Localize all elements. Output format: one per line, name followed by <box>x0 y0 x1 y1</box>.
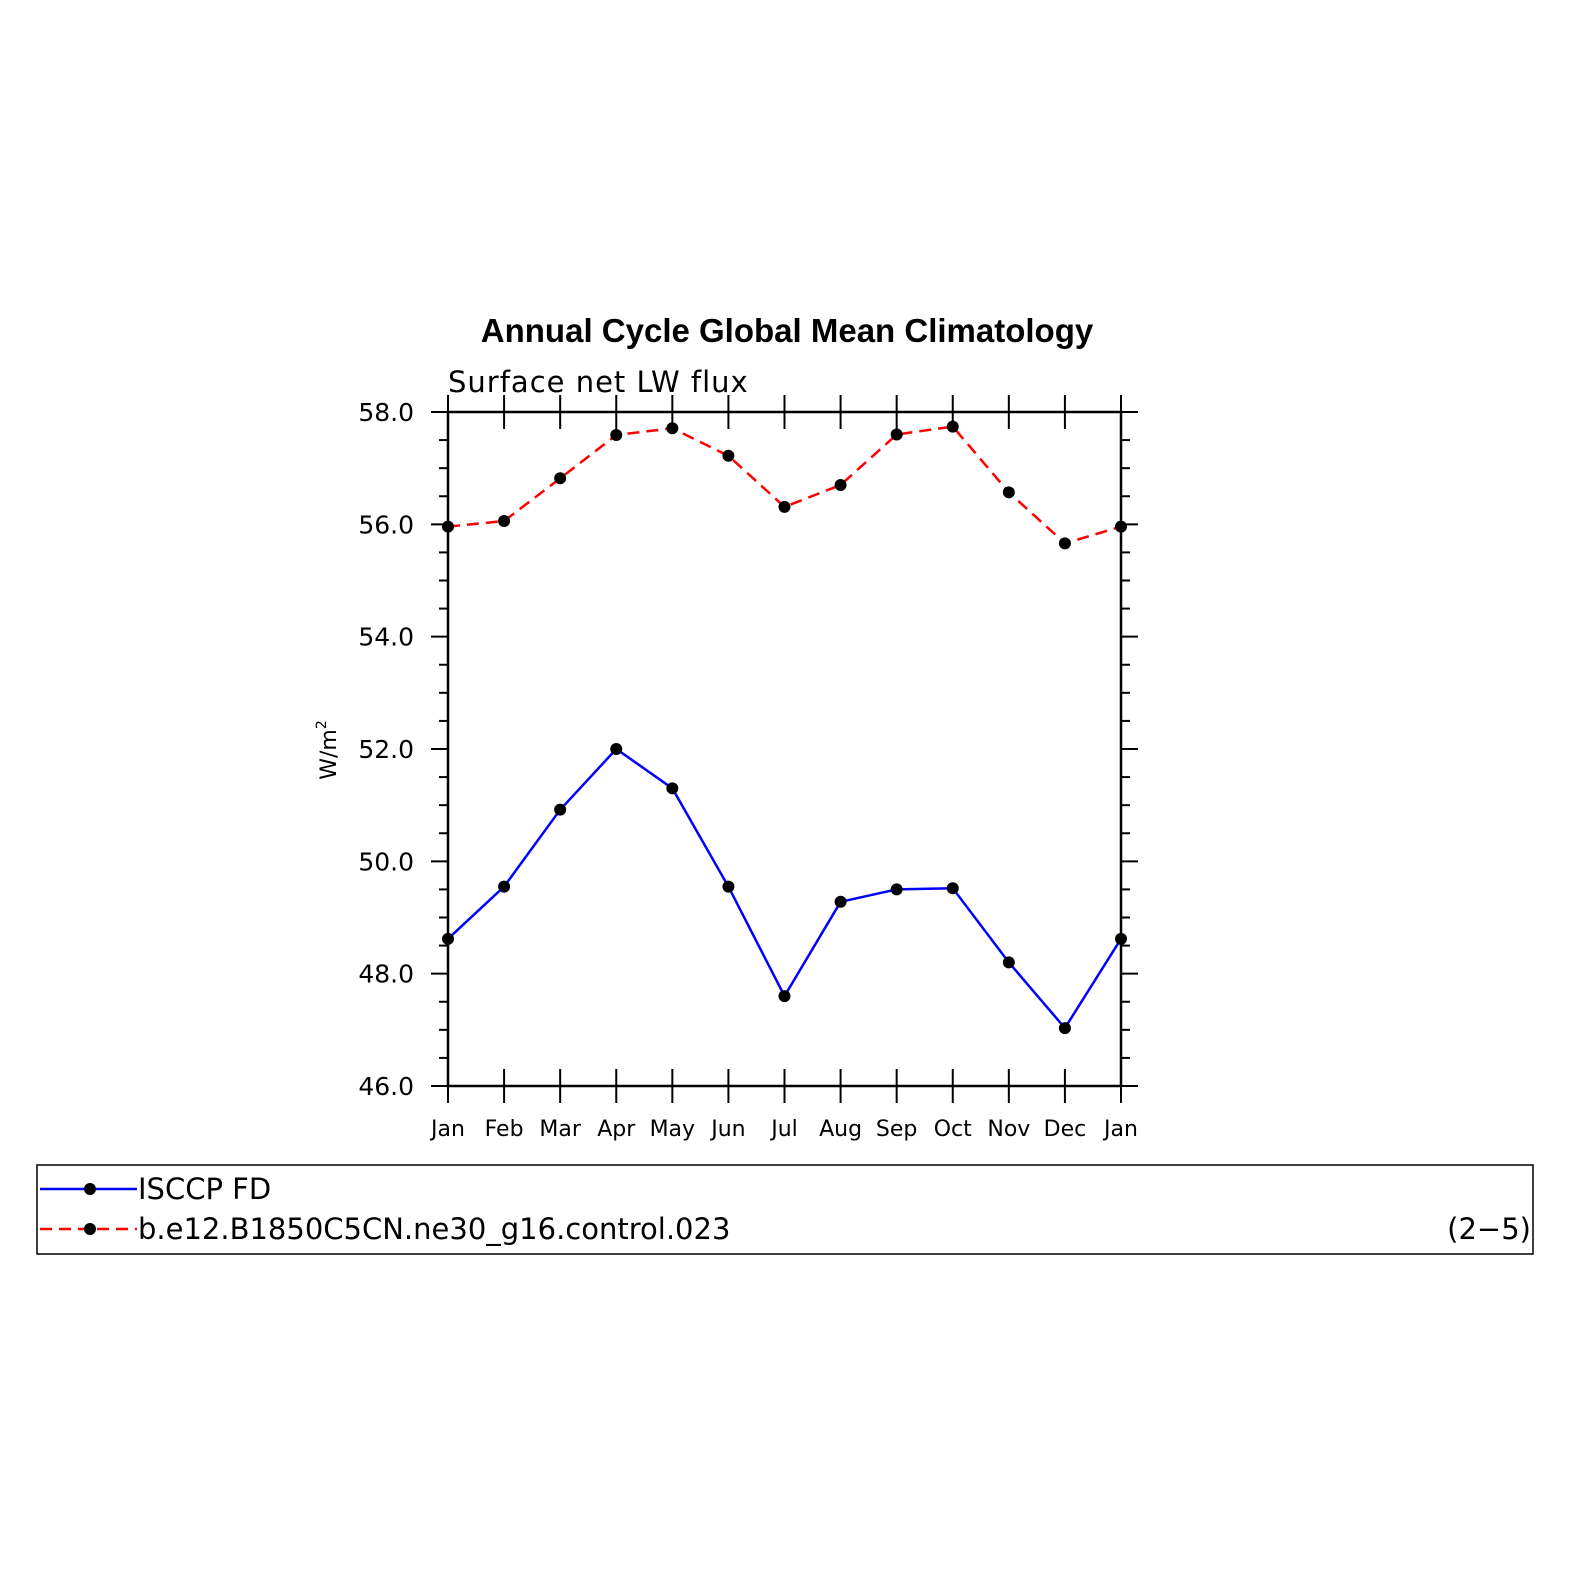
chart-title: Annual Cycle Global Mean Climatology <box>481 312 1094 349</box>
x-tick-label: Feb <box>485 1117 524 1142</box>
plot-frame <box>446 410 1123 1088</box>
x-tick-label: Aug <box>819 1117 862 1142</box>
y-axis-label-text: W/m <box>317 729 342 780</box>
data-point <box>610 429 623 442</box>
y-tick-label: 48.0 <box>358 960 414 989</box>
data-point <box>1058 1022 1071 1035</box>
data-point <box>610 743 623 755</box>
x-tick-label: Jul <box>769 1117 798 1142</box>
x-tick-label: Jan <box>429 1117 465 1142</box>
y-tick-label: 52.0 <box>358 735 414 764</box>
legend-box <box>36 1164 1534 1255</box>
x-tick-label: Nov <box>987 1117 1030 1142</box>
legend-marker-1 <box>84 1223 96 1235</box>
chart-subtitle: Surface net LW flux <box>448 365 749 399</box>
y-tick-label: 46.0 <box>358 1072 414 1101</box>
y-tick-label: 56.0 <box>358 510 414 539</box>
x-tick-label: Apr <box>597 1117 636 1142</box>
data-point <box>890 883 903 896</box>
series-points <box>442 420 1127 1035</box>
x-tick-label: Jan <box>1102 1117 1138 1142</box>
data-point <box>778 990 791 1003</box>
legend-marker-0 <box>84 1183 96 1195</box>
data-point <box>946 420 959 433</box>
data-point <box>722 449 735 462</box>
y-axis-label-superscript: 2 <box>314 720 330 729</box>
x-tick-label: Sep <box>876 1117 917 1142</box>
legend-label-0: ISCCP FD <box>138 1172 271 1206</box>
y-tick-label: 58.0 <box>358 398 414 427</box>
y-tick-labels: 46.0 48.0 50.0 52.0 54.0 56.0 58.0 <box>358 398 414 1101</box>
x-tick-label: Oct <box>934 1117 972 1142</box>
x-tick-label: Mar <box>539 1117 581 1142</box>
data-point <box>1002 486 1015 499</box>
data-point <box>666 422 679 435</box>
series-lines <box>447 425 1123 1030</box>
y-axis-label: W/m2 <box>314 720 342 780</box>
x-tick-label: Dec <box>1044 1117 1087 1142</box>
data-point <box>498 514 511 527</box>
data-point <box>1002 956 1015 969</box>
data-point <box>554 472 567 485</box>
series-line-0 <box>447 747 1123 1030</box>
y-tick-label: 50.0 <box>358 847 414 876</box>
legend: ISCCP FD b.e12.B1850C5CN.ne30_g16.control… <box>36 1164 1534 1255</box>
legend-label-1: b.e12.B1850C5CN.ne30_g16.control.023 <box>138 1212 730 1246</box>
data-point <box>946 882 959 895</box>
x-tick-label: May <box>650 1117 695 1142</box>
data-point <box>554 803 567 816</box>
data-point <box>722 880 735 893</box>
data-point <box>834 479 847 492</box>
legend-items: ISCCP FD b.e12.B1850C5CN.ne30_g16.control… <box>40 1172 730 1246</box>
x-tick-label: Jun <box>709 1117 745 1142</box>
y-tick-label: 54.0 <box>358 623 414 652</box>
x-tick-labels: Jan Feb Mar Apr May Jun Jul Aug Sep Oct Nov Dec Jan <box>429 1117 1138 1142</box>
data-point <box>778 500 791 513</box>
data-point <box>834 895 847 908</box>
data-point <box>666 782 679 795</box>
data-point <box>1058 537 1071 550</box>
data-point <box>498 880 511 893</box>
series-line-1 <box>447 425 1122 545</box>
panel-label: (2−5) <box>1447 1212 1531 1246</box>
data-point <box>890 428 903 441</box>
